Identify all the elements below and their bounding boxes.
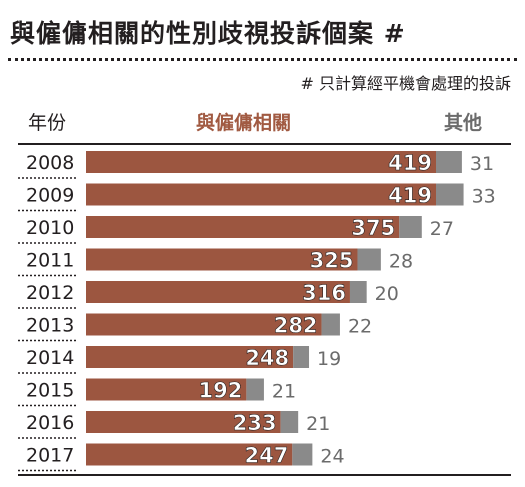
- employment-bar: [86, 183, 436, 206]
- employment-value-label: 419: [388, 151, 432, 175]
- employment-bar: [86, 378, 247, 401]
- employment-value-label: 233: [233, 411, 277, 435]
- year-label: 2013: [26, 315, 74, 337]
- other-bar: [349, 281, 367, 303]
- employment-bar: [86, 248, 358, 271]
- employment-bar: [86, 346, 294, 368]
- other-value-label: 19: [317, 348, 341, 370]
- employment-column-header: 與僱傭相關: [196, 112, 292, 134]
- employment-value-label: 325: [310, 249, 354, 273]
- employment-bar: [86, 281, 350, 303]
- other-value-label: 28: [389, 251, 413, 273]
- employment-value-label: 316: [302, 281, 346, 305]
- employment-bar: [86, 216, 400, 238]
- other-bar: [399, 216, 422, 238]
- employment-bar: [86, 151, 436, 173]
- employment-value-label: 375: [351, 216, 395, 240]
- employment-value-label: 419: [388, 184, 432, 208]
- footnote: # 只計算經平機會處理的投訴: [300, 74, 512, 93]
- other-value-label: 27: [430, 218, 454, 240]
- bottom-divider: [18, 474, 511, 476]
- other-column-header: 其他: [444, 112, 483, 134]
- year-label: 2008: [26, 152, 74, 174]
- other-value-label: 24: [320, 446, 344, 468]
- year-label: 2017: [26, 445, 74, 467]
- other-bar: [436, 151, 462, 173]
- other-bar: [321, 313, 340, 336]
- other-bar: [436, 183, 464, 206]
- year-label: 2016: [26, 412, 74, 434]
- other-value-label: 31: [470, 153, 494, 175]
- year-column-header: 年份: [28, 112, 67, 134]
- other-value-label: 33: [472, 186, 496, 208]
- year-label: 2010: [26, 217, 74, 239]
- other-value-label: 20: [375, 283, 399, 305]
- other-value-label: 21: [272, 381, 296, 403]
- year-label: 2014: [26, 347, 74, 369]
- year-label: 2011: [26, 250, 74, 272]
- year-label: 2012: [26, 282, 74, 304]
- other-bar: [280, 411, 299, 433]
- year-label: 2009: [26, 185, 74, 207]
- other-bar: [292, 443, 313, 466]
- other-value-label: 21: [306, 413, 330, 435]
- header-divider: [18, 143, 511, 145]
- other-value-label: 22: [348, 316, 372, 338]
- employment-value-label: 192: [199, 379, 243, 403]
- other-bar: [293, 346, 310, 368]
- employment-bar: [86, 313, 322, 336]
- year-label: 2015: [26, 380, 74, 402]
- employment-bar: [86, 411, 281, 433]
- employment-value-label: 282: [274, 314, 318, 338]
- employment-bar: [86, 443, 293, 466]
- other-bar: [357, 248, 381, 271]
- chart-title: 與僱傭相關的性別歧視投訴個案 #: [10, 19, 406, 48]
- employment-value-label: 248: [245, 346, 289, 370]
- title-divider: [8, 58, 517, 61]
- employment-value-label: 247: [244, 444, 288, 468]
- other-bar: [246, 378, 264, 401]
